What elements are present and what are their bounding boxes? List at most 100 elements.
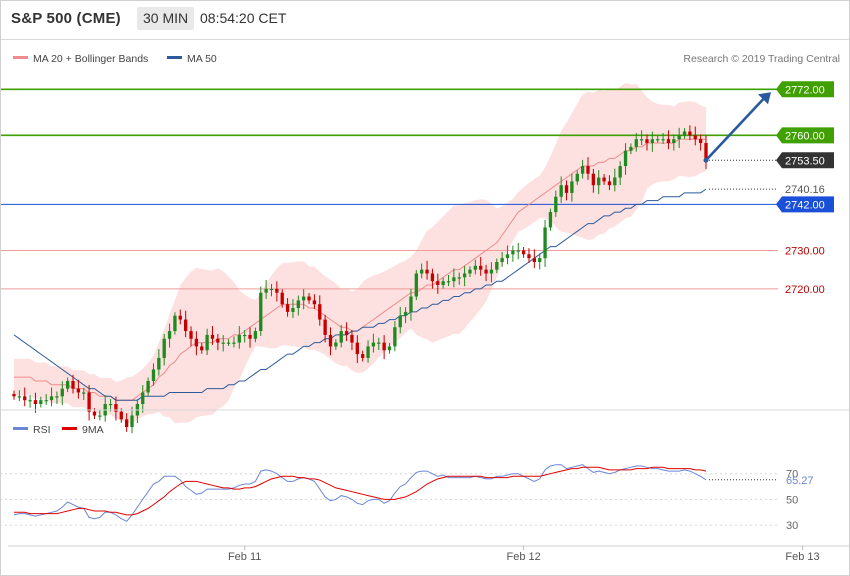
candle — [108, 399, 113, 412]
candle-body — [650, 139, 655, 144]
candle — [693, 126, 697, 146]
candle-body — [591, 173, 596, 186]
candle-body — [580, 166, 585, 174]
last-price-tag: 2753.50 — [776, 152, 834, 169]
timeframe-selector[interactable]: 30 MIN — [137, 7, 195, 30]
candle — [591, 168, 596, 193]
candle-body — [457, 277, 461, 279]
candle — [393, 321, 397, 352]
ma20-legend-swatch — [13, 56, 28, 59]
candle — [275, 281, 279, 302]
last-price-tag-text: 2753.50 — [785, 155, 825, 167]
candle-body — [157, 357, 161, 370]
candle — [656, 135, 660, 143]
last-price-tag-bg — [776, 152, 834, 169]
candle-body — [489, 269, 494, 274]
rsi-tick-label: 70 — [786, 469, 798, 481]
candle-body — [323, 319, 327, 335]
rsi-tick-label: 50 — [786, 494, 798, 506]
x-tick-label: Feb 11 — [228, 551, 261, 563]
candle-body — [232, 342, 236, 344]
candle — [387, 342, 392, 354]
candle-body — [178, 315, 182, 320]
candle-body — [586, 166, 590, 174]
candle-body — [173, 315, 177, 332]
candle-body — [688, 131, 692, 136]
target-tag-bg — [776, 81, 834, 98]
candle-body — [527, 254, 531, 259]
candle — [248, 327, 252, 348]
timestamp: 08:54:20 CET — [200, 10, 287, 26]
candle — [350, 330, 354, 351]
candle — [210, 326, 215, 345]
candle-body — [516, 250, 520, 252]
header-divider — [0, 39, 850, 40]
candle-body — [39, 400, 43, 404]
candle — [382, 335, 386, 360]
candle — [554, 190, 558, 217]
candle-body — [264, 288, 268, 293]
candle — [232, 336, 236, 348]
candle-body — [425, 269, 429, 274]
candle-body — [559, 185, 563, 197]
candle — [323, 314, 327, 343]
candle — [623, 143, 628, 175]
candle-body — [205, 334, 209, 351]
moving-averages — [13, 138, 707, 401]
candle — [65, 377, 70, 393]
candle-body — [248, 334, 252, 339]
candle — [425, 260, 429, 280]
candle — [162, 333, 166, 366]
candle — [564, 180, 569, 201]
candle — [462, 266, 467, 287]
candle-body — [575, 173, 579, 182]
candle-body — [92, 411, 97, 416]
candle — [682, 128, 687, 139]
candle — [33, 392, 38, 413]
candle-body — [479, 265, 483, 270]
candle — [285, 298, 290, 317]
candle — [377, 337, 381, 351]
candle-body — [183, 319, 188, 332]
candle-body — [76, 388, 81, 393]
candle-body — [275, 288, 279, 293]
candle — [17, 390, 22, 402]
candle — [559, 176, 563, 203]
candle — [124, 413, 129, 432]
candle — [543, 219, 547, 267]
candle — [205, 328, 209, 356]
candle — [269, 284, 274, 297]
candle — [28, 395, 32, 408]
candle-body — [151, 369, 156, 381]
pivot-tag-text: 2742.00 — [785, 199, 825, 211]
candle — [200, 342, 204, 354]
candle — [650, 131, 655, 152]
candle-body — [629, 146, 633, 151]
candle — [613, 168, 617, 192]
candle — [548, 208, 553, 231]
candle-body — [23, 396, 27, 401]
candle-body — [98, 415, 102, 417]
candle — [398, 306, 402, 334]
candle — [114, 396, 118, 421]
candle — [291, 299, 295, 319]
candle — [436, 273, 440, 294]
candle-body — [672, 139, 676, 144]
candle-body — [167, 331, 172, 339]
candle — [318, 295, 322, 326]
pivot-tag-bg — [776, 196, 834, 213]
candle-body — [237, 334, 241, 343]
candle-body — [119, 411, 123, 420]
candle-body — [55, 396, 59, 398]
candle — [672, 134, 676, 151]
candle-body — [280, 292, 284, 305]
candle — [98, 409, 102, 421]
chart-header: S&P 500 (CME) 30 MIN 08:54:20 CET — [0, 0, 850, 38]
forecast-arrow — [703, 92, 771, 163]
candle — [677, 127, 681, 149]
candle-body — [328, 334, 333, 347]
candle-body — [146, 380, 150, 393]
candle — [586, 157, 590, 180]
candle-body — [677, 135, 681, 140]
